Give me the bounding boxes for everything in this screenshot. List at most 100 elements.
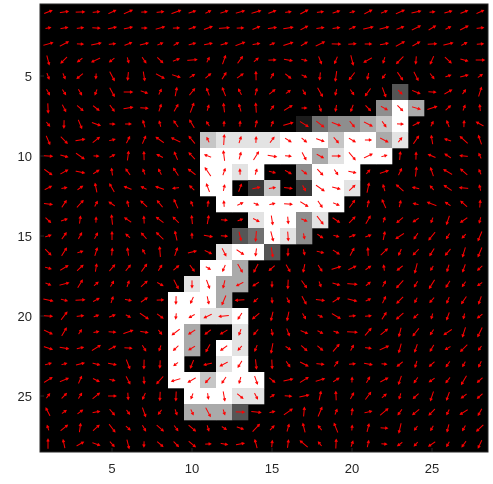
quiver-arrow <box>158 360 162 369</box>
quiver-arrow <box>396 265 404 271</box>
quiver-arrow <box>171 74 181 79</box>
quiver-arrow <box>363 25 374 30</box>
quiver-arrow <box>300 345 308 352</box>
quiver-arrow <box>155 25 166 30</box>
quiver-arrow <box>267 154 278 159</box>
quiver-arrow <box>139 312 149 320</box>
quiver-arrow <box>317 424 323 431</box>
quiver-arrow <box>77 232 83 240</box>
quiver-arrow <box>173 265 180 271</box>
quiver-arrow <box>333 136 339 144</box>
quiver-arrow <box>251 9 262 14</box>
quiver-arrow <box>442 169 453 175</box>
quiver-arrow <box>332 9 341 14</box>
quiver-arrow <box>155 73 165 79</box>
quiver-arrow <box>363 153 373 159</box>
quiver-arrow <box>44 266 52 270</box>
quiver-arrow <box>205 442 212 446</box>
quiver-arrow <box>366 439 370 448</box>
quiver-arrow <box>268 265 276 272</box>
quiver-arrow <box>235 281 244 287</box>
quiver-arrow <box>459 217 468 223</box>
quiver-arrow <box>109 138 116 142</box>
quiver-arrow <box>235 442 246 446</box>
quiver-arrow <box>234 298 245 302</box>
quiver-arrow <box>381 154 388 158</box>
quiver-arrow <box>412 217 419 223</box>
quiver-arrow <box>43 41 54 46</box>
quiver-arrow <box>109 104 115 112</box>
quiver-arrow <box>316 168 324 176</box>
quiver-arrow <box>445 424 450 433</box>
quiver-arrow <box>270 215 275 226</box>
quiver-arrow <box>158 103 163 112</box>
quiver-arrow <box>94 216 98 223</box>
quiver-arrow <box>78 329 82 335</box>
quiver-arrow <box>203 362 213 367</box>
quiver-arrow <box>459 25 469 31</box>
y-tick-label: 10 <box>18 149 32 164</box>
quiver-arrow <box>60 298 69 302</box>
quiver-arrow <box>283 377 294 382</box>
quiver-arrow <box>158 345 162 352</box>
quiver-arrow <box>444 153 452 159</box>
quiver-arrow <box>140 297 148 303</box>
quiver-arrow <box>302 406 306 417</box>
quiver-arrow <box>315 377 326 382</box>
quiver-arrow <box>61 186 68 190</box>
quiver-arrow <box>315 120 325 128</box>
quiver-arrow <box>59 281 70 286</box>
quiver-arrow <box>253 57 259 63</box>
quiver-arrow <box>76 264 84 272</box>
quiver-arrow <box>110 167 114 176</box>
quiver-arrow <box>62 73 66 80</box>
quiver-arrow <box>396 25 405 30</box>
quiver-arrow <box>478 199 482 208</box>
quiver-arrow <box>78 375 83 384</box>
quiver-arrow <box>91 344 101 352</box>
quiver-arrow <box>140 186 147 190</box>
quiver-arrow <box>108 345 117 351</box>
quiver-arrow <box>174 391 178 402</box>
quiver-arrow <box>477 408 483 417</box>
quiver-arrow <box>476 9 485 15</box>
quiver-arrow <box>108 394 117 398</box>
quiver-arrow <box>141 344 147 352</box>
quiver-arrow <box>316 250 325 254</box>
quiver-arrow <box>366 72 370 81</box>
quiver-arrow <box>316 10 325 14</box>
quiver-arrow <box>140 263 148 272</box>
quiver-arrow <box>300 41 309 47</box>
quiver-arrow <box>220 9 229 14</box>
quiver-arrow <box>188 25 197 30</box>
quiver-arrow <box>381 393 387 399</box>
quiver-arrow <box>189 102 195 113</box>
quiver-arrow <box>45 407 51 417</box>
quiver-arrow <box>62 120 66 129</box>
quiver-arrow <box>108 314 116 318</box>
quiver-arrow <box>141 407 147 418</box>
quiver-arrow <box>334 408 338 415</box>
quiver-arrow <box>301 422 306 433</box>
quiver-arrow <box>445 233 451 240</box>
quiver-arrow <box>61 362 68 366</box>
quiver-arrow <box>380 426 389 430</box>
quiver-arrow <box>413 313 419 319</box>
quiver-arrow <box>187 249 198 254</box>
quiver-arrow <box>413 232 419 240</box>
quiver-arrow <box>172 58 181 62</box>
quiver-arrow <box>76 105 84 112</box>
quiver-arrow <box>363 57 373 63</box>
quiver-arrow <box>109 154 116 158</box>
quiver-arrow <box>125 376 131 385</box>
quiver-arrow <box>188 135 196 144</box>
quiver-arrow <box>93 182 98 193</box>
quiver-arrow <box>332 186 341 191</box>
quiver-arrow <box>268 89 276 95</box>
quiver-arrow <box>413 441 419 447</box>
quiver-arrow <box>477 327 483 338</box>
quiver-arrow <box>430 120 434 127</box>
quiver-arrow <box>364 138 373 142</box>
quiver-arrow <box>254 375 259 385</box>
quiver-arrow <box>285 264 291 273</box>
